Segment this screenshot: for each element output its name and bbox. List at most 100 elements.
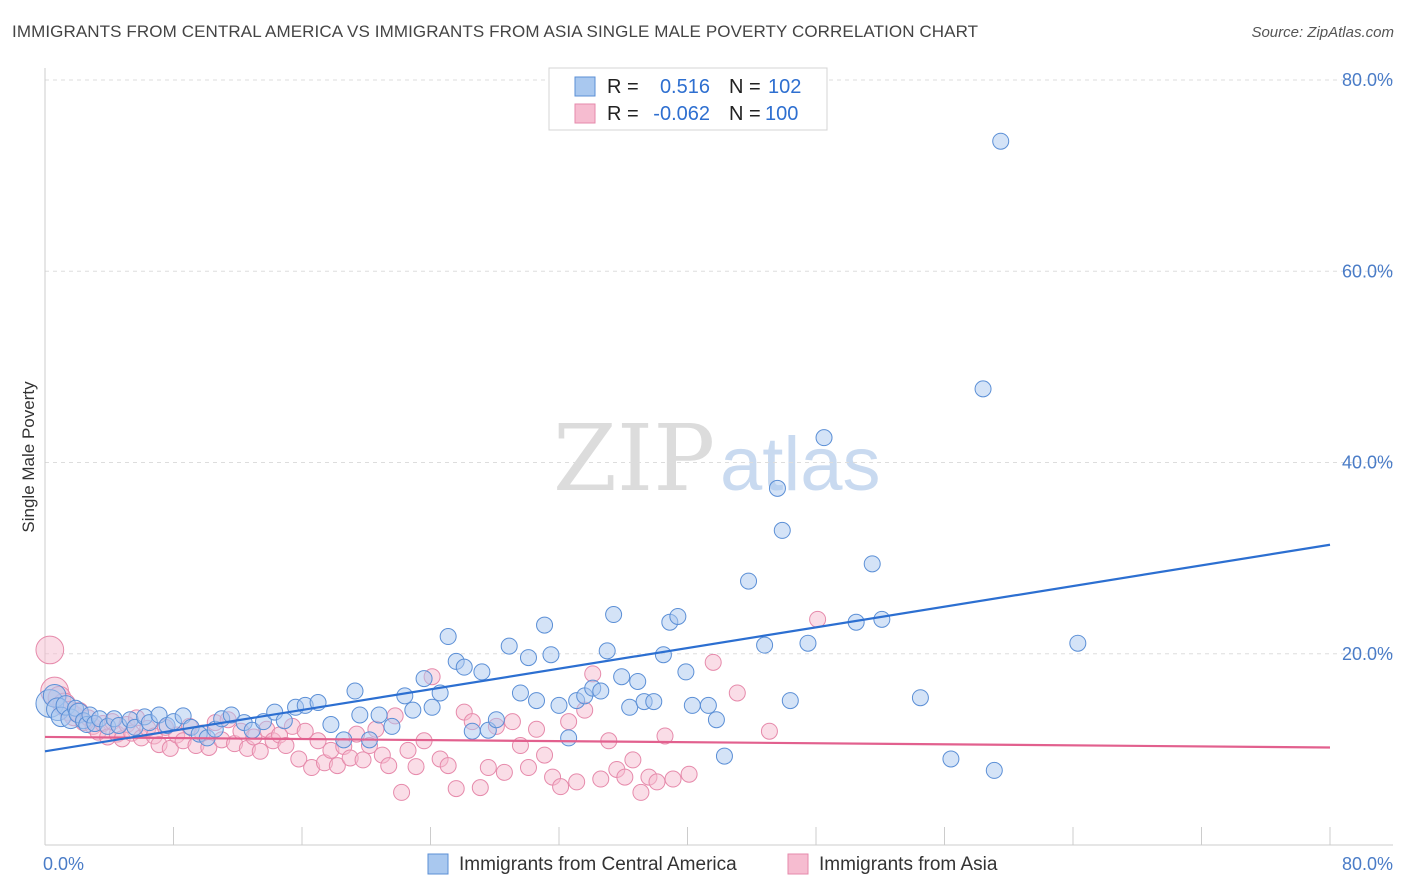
central-america-point-84 <box>740 572 758 590</box>
central-america-point-62 <box>542 646 560 664</box>
asia-point-98 <box>760 722 778 740</box>
central-america-point-85 <box>756 636 774 654</box>
bottom-legend-label-asia: Immigrants from Asia <box>819 854 998 875</box>
central-america-point-56 <box>487 711 505 729</box>
central-america-point-47 <box>415 670 433 688</box>
central-america-point-61 <box>536 616 554 634</box>
central-america-point-75 <box>645 693 663 711</box>
central-america-point-45 <box>396 687 414 705</box>
central-america-point-80 <box>683 696 701 714</box>
central-america-point-83 <box>715 747 733 765</box>
asia-point-58 <box>380 757 398 775</box>
central-america-point-87 <box>773 521 791 539</box>
central-america-point-69 <box>598 642 616 660</box>
y-axis-label: Single Male Poverty <box>19 381 38 533</box>
asia-point-77 <box>528 720 546 738</box>
series-central-america-points <box>35 132 1087 779</box>
central-america-point-43 <box>370 706 388 724</box>
central-america-point-88 <box>781 692 799 710</box>
central-america-point-73 <box>629 672 647 690</box>
central-america-point-54 <box>473 663 491 681</box>
asia-point-84 <box>584 665 602 683</box>
asia-point-74 <box>503 713 521 731</box>
legend-r-label-1: R = <box>607 76 639 98</box>
bottom-legend-label-central-america: Immigrants from Central America <box>459 854 737 875</box>
legend-n-label-2: N = <box>729 103 761 125</box>
y-axis-tick-labels: 20.0% 40.0% 60.0% 80.0% <box>1342 70 1393 664</box>
central-america-point-40 <box>346 682 364 700</box>
asia-point-94 <box>664 770 682 788</box>
series-legend: Immigrants from Central America Immigran… <box>427 853 998 875</box>
central-america-point-38 <box>322 716 340 734</box>
asia-point-73 <box>495 763 513 781</box>
watermark-atlas: atlas <box>720 422 881 507</box>
central-america-point-59 <box>519 649 537 667</box>
correlation-legend: R = 0.516 N = 102 R = -0.062 N = 100 <box>548 67 828 131</box>
asia-point-50 <box>328 757 346 775</box>
x-axis-tick-labels: 0.0% 80.0% <box>43 854 1393 874</box>
central-america-point-48 <box>423 698 441 716</box>
asia-point-80 <box>552 778 570 796</box>
bottom-legend-swatch-blue <box>427 853 449 875</box>
central-america-point-90 <box>815 429 833 447</box>
asia-point-38 <box>251 742 269 760</box>
central-america-point-96 <box>974 380 992 398</box>
asia-point-97 <box>728 684 746 702</box>
asia-point-81 <box>560 713 578 731</box>
asia-point-88 <box>616 768 634 786</box>
central-america-point-58 <box>511 684 529 702</box>
grid <box>45 79 1393 655</box>
asia-point-67 <box>447 780 465 798</box>
central-america-point-46 <box>404 701 422 719</box>
asia-point-70 <box>471 779 489 797</box>
legend-n-value-1: 102 <box>768 76 801 98</box>
y-tick-label-1: 40.0% <box>1342 453 1393 473</box>
trend-line-asia <box>44 735 1331 749</box>
trend-lines <box>44 543 1331 753</box>
asia-point-95 <box>680 765 698 783</box>
y-tick-label-2: 60.0% <box>1342 261 1393 281</box>
central-america-point-44 <box>383 717 401 735</box>
legend-r-label-2: R = <box>607 103 639 125</box>
asia-point-96 <box>704 653 722 671</box>
central-america-point-81 <box>699 696 717 714</box>
central-america-point-70 <box>605 606 623 624</box>
central-america-point-97 <box>985 761 1003 779</box>
legend-n-label-1: N = <box>729 76 761 98</box>
central-america-point-94 <box>911 689 929 707</box>
central-america-point-92 <box>863 555 881 573</box>
central-america-point-99 <box>1069 634 1087 652</box>
asia-point-82 <box>568 773 586 791</box>
central-america-point-95 <box>942 750 960 768</box>
legend-swatch-pink <box>574 103 596 124</box>
asia-point-0 <box>35 635 65 665</box>
central-america-point-50 <box>439 628 457 646</box>
watermark: ZIP atlas <box>553 405 881 512</box>
legend-swatch-blue <box>574 76 596 97</box>
legend-r-value-2: -0.062 <box>653 103 710 125</box>
asia-point-42 <box>277 737 295 755</box>
asia-point-44 <box>290 750 308 768</box>
asia-point-62 <box>407 758 425 776</box>
asia-point-90 <box>632 783 650 801</box>
central-america-point-68 <box>592 682 610 700</box>
legend-r-value-1: 0.516 <box>660 76 710 98</box>
asia-point-76 <box>519 759 537 777</box>
asia-point-99 <box>809 610 827 628</box>
central-america-point-29 <box>222 706 240 724</box>
x-tick-label-1: 80.0% <box>1342 854 1393 874</box>
asia-point-93 <box>656 727 674 745</box>
asia-point-92 <box>648 773 666 791</box>
central-america-point-78 <box>669 607 687 625</box>
central-america-point-72 <box>621 698 639 716</box>
asia-point-60 <box>393 783 411 801</box>
central-america-point-82 <box>707 711 725 729</box>
asia-point-54 <box>354 751 372 769</box>
asia-point-85 <box>592 770 610 788</box>
source-credit: Source: ZipAtlas.com <box>1251 24 1394 41</box>
central-america-point-57 <box>500 637 518 655</box>
central-america-point-93 <box>873 610 891 628</box>
central-america-point-89 <box>799 634 817 652</box>
asia-point-47 <box>309 732 327 750</box>
central-america-point-63 <box>550 696 568 714</box>
